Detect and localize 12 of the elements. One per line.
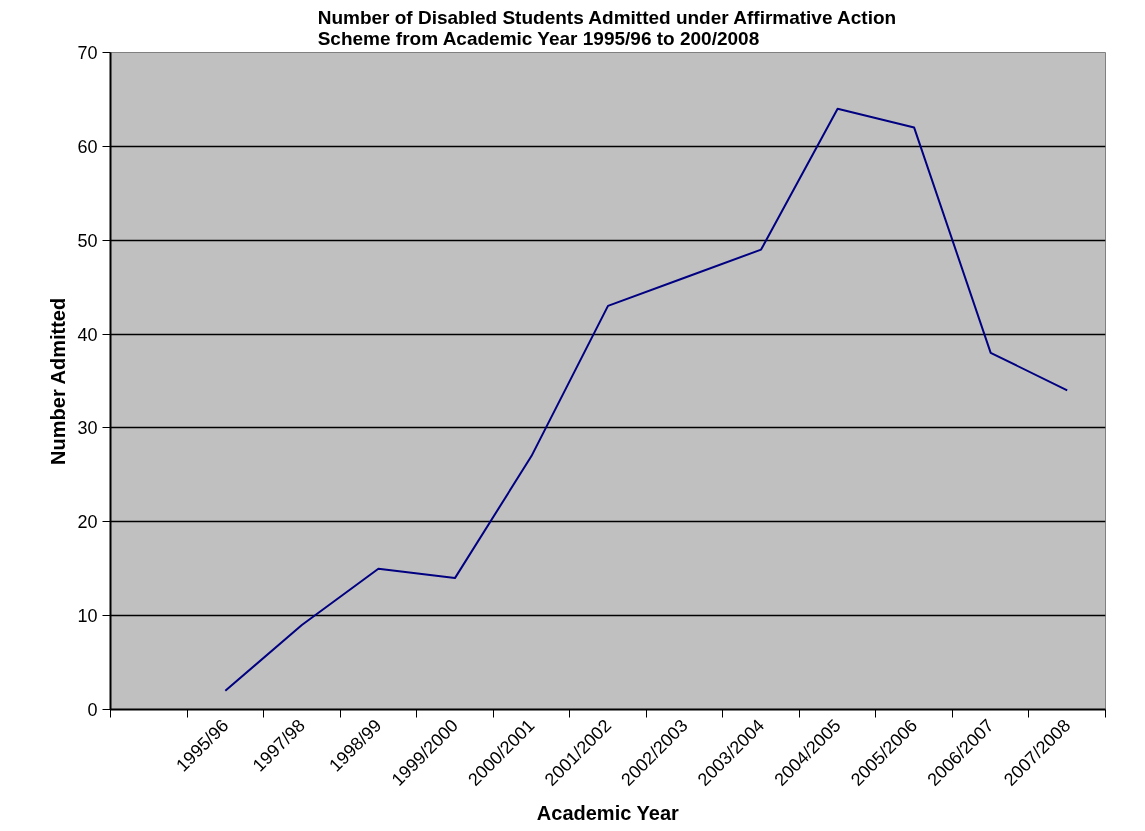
y-tick-label: 70 <box>77 43 98 63</box>
x-axis-title: Academic Year <box>536 801 680 824</box>
y-tick-label: 10 <box>77 606 98 627</box>
y-axis-title: Number Admitted <box>47 297 70 465</box>
y-tick-label: 40 <box>77 324 98 345</box>
y-tick-label: 30 <box>77 418 98 439</box>
y-tick-label: 20 <box>77 512 98 533</box>
y-tick-label: 60 <box>77 136 98 157</box>
chart-title: Number of Disabled Students Admitted under Affirmative Action Scheme from Academic Year 1995/96 to 200/2008 <box>317 6 897 49</box>
line-series <box>224 107 1069 692</box>
y-tick-label: 0 <box>87 700 98 720</box>
y-tick-label: 50 <box>77 230 98 251</box>
